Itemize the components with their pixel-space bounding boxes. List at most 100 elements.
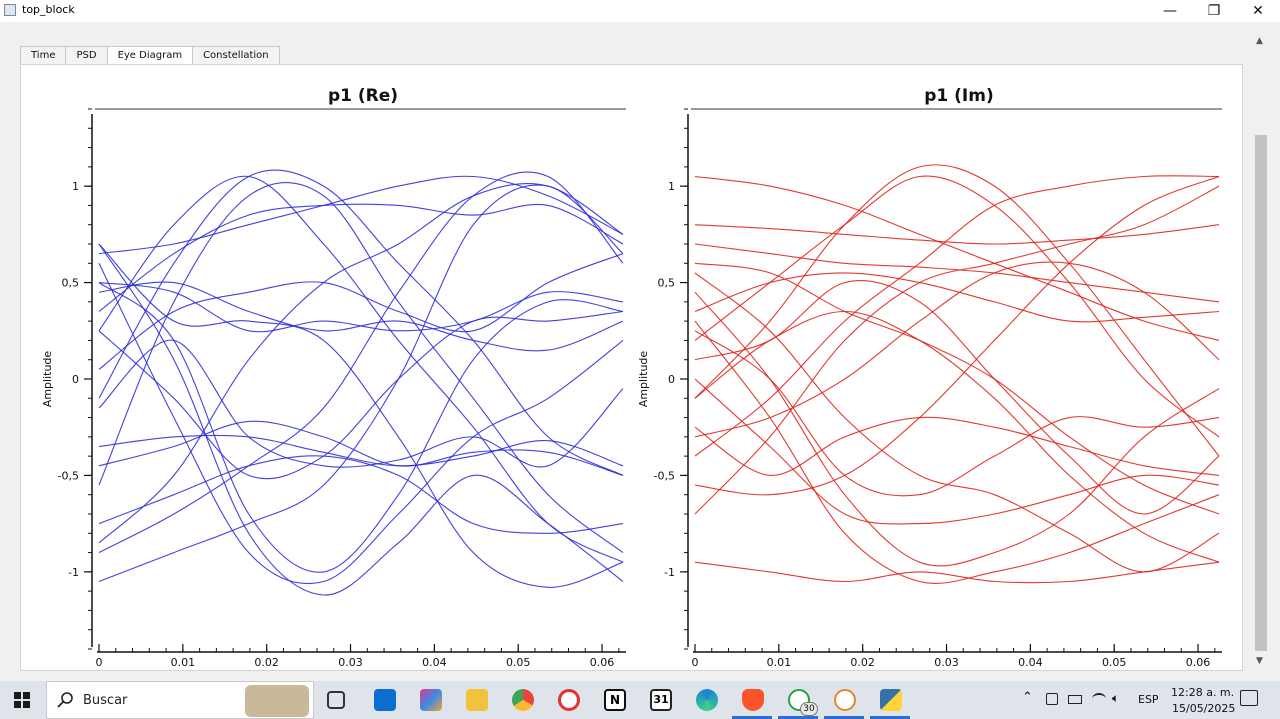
- y-tick-label: 0: [72, 373, 79, 386]
- eye-trace: [98, 281, 624, 352]
- volume-icon[interactable]: 🔈︎: [1112, 691, 1120, 705]
- maximize-button[interactable]: ❐: [1207, 3, 1221, 19]
- clock-time[interactable]: 12:28 a. m.: [1171, 686, 1235, 699]
- eye-trace: [694, 291, 1220, 567]
- taskbar: Buscar N 31 30 ⌃ 🔈︎ ESP 12:28 a. m. 15/0…: [0, 681, 1280, 719]
- y-tick-label: 1: [72, 180, 79, 193]
- y-tick-label: 0,5: [658, 277, 676, 290]
- y-tick-label: -0,5: [58, 469, 79, 482]
- scroll-up-icon[interactable]: ▲: [1256, 36, 1263, 46]
- brave-icon[interactable]: [742, 689, 764, 711]
- y-tick-label: 1: [668, 180, 675, 193]
- file-explorer-icon[interactable]: [466, 689, 488, 711]
- eye-trace: [694, 175, 1220, 496]
- x-tick-label: 0.01: [767, 656, 792, 669]
- tab-time[interactable]: Time: [20, 46, 67, 65]
- eye-trace: [694, 175, 1220, 341]
- vertical-scrollbar[interactable]: ▲ ▼: [1253, 34, 1269, 671]
- eye-trace: [98, 181, 624, 554]
- eye-trace: [694, 561, 1220, 584]
- search-highlight-image: [245, 685, 309, 717]
- eye-trace: [98, 243, 624, 588]
- scroll-down-icon[interactable]: ▼: [1256, 656, 1263, 666]
- x-tick-label: 0: [692, 656, 699, 669]
- search-input[interactable]: Buscar: [83, 693, 128, 708]
- tab-bar: Time PSD Eye Diagram Constellation: [20, 46, 280, 66]
- tab-eye-diagram[interactable]: Eye Diagram: [106, 46, 194, 66]
- eye-trace: [98, 263, 624, 585]
- tab-psd[interactable]: PSD: [65, 46, 108, 65]
- eye-trace: [98, 339, 624, 468]
- eye-trace: [694, 262, 1220, 515]
- eye-trace: [694, 272, 1220, 573]
- x-tick-label: 0.03: [338, 656, 363, 669]
- whatsapp-badge: 30: [800, 702, 818, 716]
- chevron-up-icon[interactable]: ⌃: [1022, 690, 1033, 705]
- eye-trace: [98, 175, 624, 563]
- opera-icon[interactable]: [558, 689, 580, 711]
- m365-icon[interactable]: [420, 689, 442, 711]
- tab-constellation[interactable]: Constellation: [192, 46, 280, 65]
- wifi-icon[interactable]: [1092, 693, 1106, 705]
- task-view-icon[interactable]: [327, 691, 345, 709]
- window-title: top_block: [22, 3, 75, 16]
- calendar-icon[interactable]: 31: [650, 689, 672, 711]
- language-indicator[interactable]: ESP: [1138, 693, 1159, 706]
- eye-trace: [694, 185, 1220, 515]
- chrome-icon[interactable]: [512, 689, 534, 711]
- x-tick-label: 0.02: [254, 656, 279, 669]
- x-tick-label: 0.04: [422, 656, 447, 669]
- eye-trace: [98, 243, 624, 596]
- eye-trace: [694, 330, 1220, 497]
- close-button[interactable]: ✕: [1252, 3, 1264, 19]
- eye-trace: [694, 175, 1220, 457]
- python-icon[interactable]: [880, 689, 902, 711]
- eye-diagram-svg: p1 (Re) 1 0,5 0 -0,5 -1 Amplitude 0 0.01 0.02 0.03…: [41, 86, 1222, 669]
- x-tick-label: 0: [96, 656, 103, 669]
- active-app-indicator: [824, 716, 864, 719]
- search-box[interactable]: Buscar: [46, 681, 314, 719]
- eye-trace: [694, 224, 1220, 245]
- y-tick-label: 0,5: [62, 277, 80, 290]
- eye-trace: [694, 175, 1220, 438]
- chart-title: p1 (Re): [328, 86, 398, 106]
- notification-icon[interactable]: [1240, 690, 1258, 706]
- clock-date[interactable]: 15/05/2025: [1172, 702, 1236, 715]
- battery-icon[interactable]: [1068, 695, 1082, 704]
- eye-trace: [98, 434, 624, 467]
- edge-icon[interactable]: [696, 689, 718, 711]
- eye-trace: [98, 169, 624, 476]
- notion-icon[interactable]: N: [604, 689, 626, 711]
- eye-trace: [694, 310, 1220, 563]
- eye-trace: [694, 261, 1220, 438]
- y-tick-label: 0: [668, 373, 675, 386]
- x-tick-label: 0.01: [171, 656, 196, 669]
- meet-now-icon[interactable]: [1046, 693, 1058, 705]
- eye-trace: [98, 203, 624, 312]
- eye-trace: [98, 183, 624, 544]
- active-app-indicator: [778, 716, 818, 719]
- x-tick-label: 0.05: [506, 656, 531, 669]
- eye-trace: [694, 280, 1220, 515]
- eye-trace: [98, 282, 624, 573]
- windows-start-icon[interactable]: [14, 692, 30, 708]
- minimize-button[interactable]: —: [1163, 3, 1177, 19]
- eye-trace: [98, 455, 624, 534]
- eye-trace: [694, 416, 1220, 476]
- eye-trace: [694, 164, 1220, 457]
- y-axis-label: Amplitude: [637, 351, 650, 408]
- outlook-icon[interactable]: [374, 689, 396, 711]
- eye-trace: [694, 272, 1220, 323]
- active-app-indicator: [870, 716, 910, 719]
- chart-title: p1 (Im): [924, 86, 994, 106]
- eye-trace: [98, 253, 624, 370]
- x-tick-label: 0.06: [590, 656, 615, 669]
- plot-area: p1 (Re) 1 0,5 0 -0,5 -1 Amplitude 0 0.01 0.02 0.03…: [20, 64, 1243, 671]
- gnuradio-icon[interactable]: [834, 689, 856, 711]
- scroll-thumb[interactable]: [1255, 135, 1267, 651]
- eye-trace: [694, 320, 1220, 584]
- search-icon: [57, 692, 73, 708]
- app-icon: [4, 4, 16, 16]
- eye-trace: [98, 171, 624, 554]
- eye-trace: [98, 282, 624, 333]
